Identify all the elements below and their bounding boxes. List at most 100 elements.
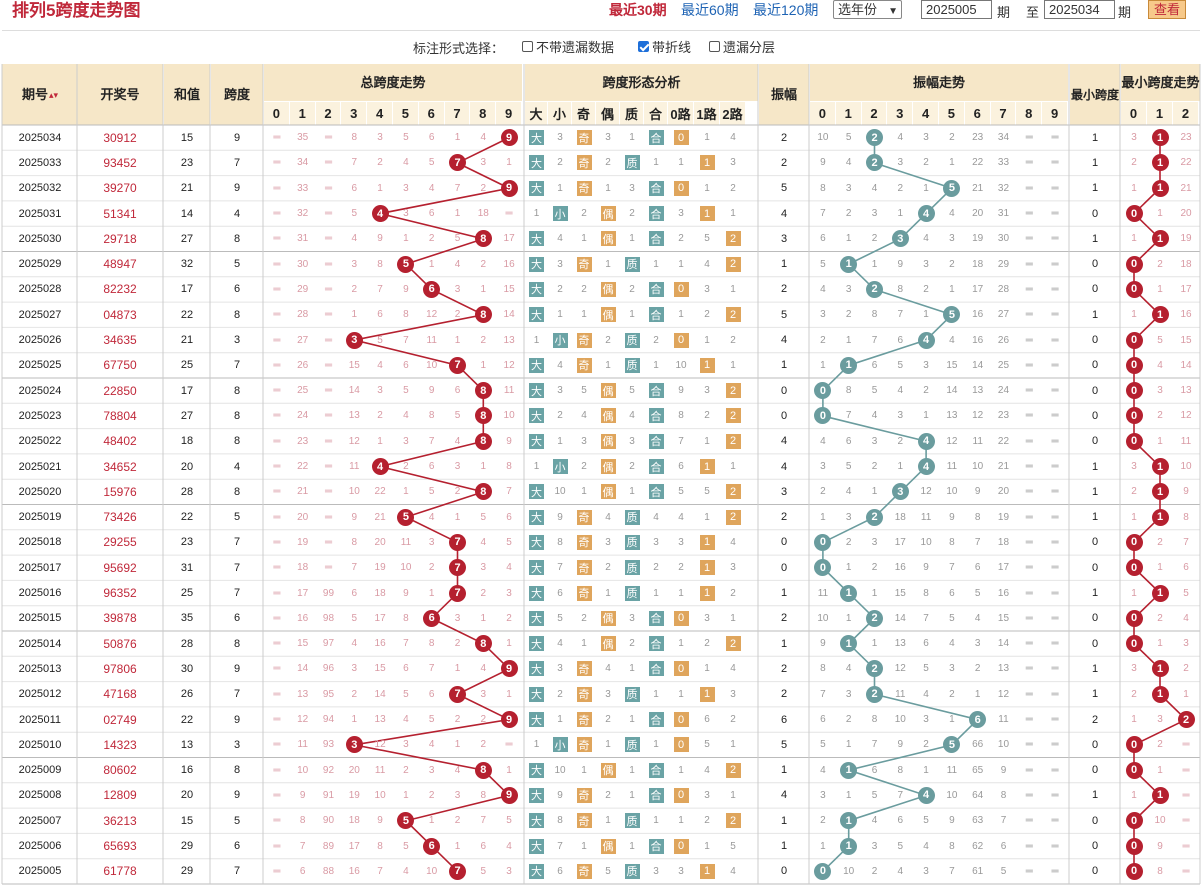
amp-value: 2 xyxy=(759,150,809,175)
amp-omission: 5 xyxy=(810,732,836,757)
shape-cell: 1 xyxy=(694,530,720,555)
shape-mark: 大 xyxy=(529,408,544,423)
amp-omission: 2 xyxy=(836,707,862,732)
amp-omission: ═ xyxy=(1042,176,1068,201)
span-omission: 2 xyxy=(445,302,471,327)
shape-cell: 2 xyxy=(548,277,572,302)
amp-omission: 9 xyxy=(965,479,991,504)
amp-omission: 2 xyxy=(913,150,939,175)
sum-value: 32 xyxy=(164,252,210,277)
amp-omission: 33 xyxy=(991,150,1017,175)
shape-cell: 3 xyxy=(548,378,572,403)
shape-cell: 合 xyxy=(644,631,668,656)
span-omission: 4 xyxy=(470,656,496,681)
amp-value: 2 xyxy=(759,606,809,631)
shape-cell: 4 xyxy=(668,505,694,530)
amp-omission: 2 xyxy=(836,530,862,555)
shape-mark: 大 xyxy=(529,231,544,246)
span-omission: 4 xyxy=(419,505,445,530)
shape-mark: 奇 xyxy=(577,358,592,373)
draw-number: 34652 xyxy=(77,454,163,479)
span-value: 7 xyxy=(211,580,263,605)
shape-cell: 大 xyxy=(525,176,548,201)
amp-omission: ═ xyxy=(1042,555,1068,580)
sum-value: 18 xyxy=(164,429,210,454)
min-omission: 3 xyxy=(1121,656,1147,681)
amp-omission: 9 xyxy=(887,732,913,757)
shape-cell: 1 xyxy=(694,682,720,707)
amp-omission: ═ xyxy=(1042,656,1068,681)
amp-omission: 6 xyxy=(887,327,913,352)
span-omission: 1 xyxy=(445,833,471,858)
span-omission: ═ xyxy=(316,252,342,277)
shape-cell: 1 xyxy=(620,226,644,251)
span-omission: 2 xyxy=(470,732,496,757)
shape-cell: 1 xyxy=(644,682,668,707)
span-omission: 7 xyxy=(496,479,522,504)
shape-cell: 2 xyxy=(694,808,720,833)
shape-cell: 大 xyxy=(525,833,548,858)
issue-cell: 2025012 xyxy=(2,682,78,707)
shape-cell: 2 xyxy=(720,631,746,656)
span-ball: 8 xyxy=(475,382,492,399)
min-omission: 1 xyxy=(1147,201,1173,226)
span-value: 8 xyxy=(211,631,263,656)
amp-omission: ═ xyxy=(1016,732,1042,757)
span-omission: 31 xyxy=(290,226,316,251)
shape-cell: 9 xyxy=(668,378,694,403)
span-omission: 1 xyxy=(445,201,471,226)
span-omission: 5 xyxy=(419,479,445,504)
amp-omission: 2 xyxy=(887,176,913,201)
amp-value: 1 xyxy=(759,758,809,783)
amp-omission: 31 xyxy=(991,201,1017,226)
shape-cell: 1 xyxy=(668,252,694,277)
amp-omission: 25 xyxy=(991,353,1017,378)
amp-omission: 7 xyxy=(810,682,836,707)
draw-number: 02749 xyxy=(77,707,163,732)
shape-cell: 2 xyxy=(596,555,620,580)
span-omission: 98 xyxy=(316,606,342,631)
amp-value: 4 xyxy=(759,201,809,226)
shape-mark: 大 xyxy=(529,434,544,449)
amp-omission: 9 xyxy=(939,808,965,833)
shape-cell: 4 xyxy=(548,353,572,378)
sum-value: 22 xyxy=(164,302,210,327)
span-omission: 12 xyxy=(496,353,522,378)
shape-cell: 3 xyxy=(694,606,720,631)
shape-cell: 奇 xyxy=(572,732,596,757)
shape-mark: 合 xyxy=(649,383,664,398)
shape-mark: 2 xyxy=(726,813,741,828)
shape-cell: 1 xyxy=(596,732,620,757)
shape-cell: 合 xyxy=(644,403,668,428)
shape-cell: 3 xyxy=(668,201,694,226)
span-omission: 3 xyxy=(419,530,445,555)
amp-omission: 1 xyxy=(862,580,888,605)
amp-omission: 5 xyxy=(862,783,888,808)
shape-cell: 3 xyxy=(694,277,720,302)
issue-cell: 2025019 xyxy=(2,505,78,530)
min-span-ball: 0 xyxy=(1126,736,1143,753)
shape-cell: 1 xyxy=(694,454,720,479)
amp-omission: ═ xyxy=(1016,150,1042,175)
shape-cell: 小 xyxy=(548,327,572,352)
min-omission: 1 xyxy=(1147,555,1173,580)
span-omission: 11 xyxy=(290,732,316,757)
amp-omission: 5 xyxy=(887,353,913,378)
amp-omission: 19 xyxy=(991,505,1017,530)
shape-cell: 0 xyxy=(668,176,694,201)
shape-cell: 2 xyxy=(668,555,694,580)
min-omission: ═ xyxy=(1173,732,1199,757)
span-value: 9 xyxy=(211,707,263,732)
shape-cell: 合 xyxy=(644,707,668,732)
shape-cell: 奇 xyxy=(572,353,596,378)
shape-mark: 大 xyxy=(529,611,544,626)
issue-cell: 2025030 xyxy=(2,226,78,251)
shape-mark: 1 xyxy=(700,864,715,879)
shape-cell: 4 xyxy=(720,125,746,150)
span-omission: 2 xyxy=(470,707,496,732)
min-omission: 9 xyxy=(1147,833,1173,858)
amp-omission: 1 xyxy=(939,277,965,302)
amp-omission: ═ xyxy=(1016,606,1042,631)
min-omission: 15 xyxy=(1173,327,1199,352)
min-omission: 10 xyxy=(1147,808,1173,833)
